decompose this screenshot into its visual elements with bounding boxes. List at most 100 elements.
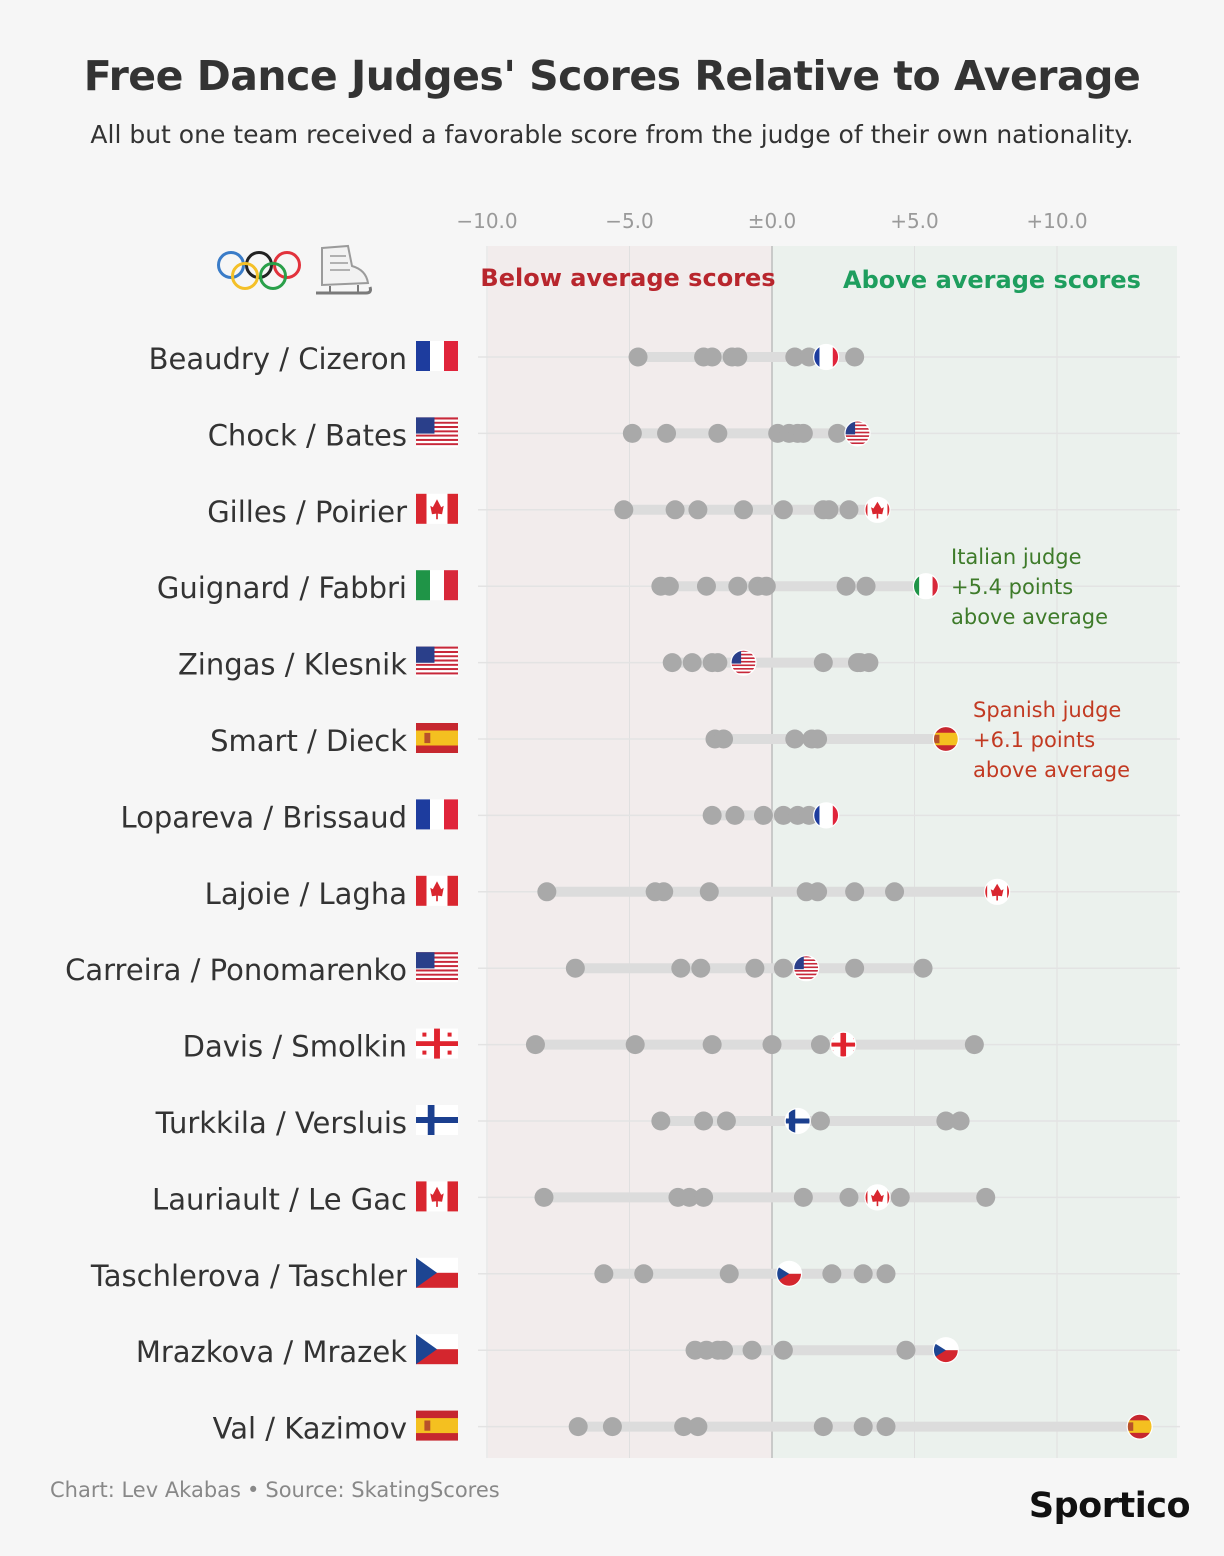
judge-score-dot xyxy=(674,1417,694,1437)
flag-part xyxy=(731,660,756,663)
flag-part xyxy=(845,444,870,446)
judge-score-dot xyxy=(728,576,748,596)
flag-part xyxy=(416,659,458,662)
above-average-region xyxy=(772,246,1177,1458)
judge-score-dot xyxy=(853,1417,873,1437)
x-tick-label: −10.0 xyxy=(456,209,517,233)
flag-part xyxy=(845,422,870,425)
flag-part xyxy=(422,1032,427,1037)
flag-part xyxy=(845,440,870,443)
flag-part xyxy=(416,952,458,955)
flag-part xyxy=(416,980,458,983)
home-flag-image xyxy=(1127,1414,1153,1440)
flag-part xyxy=(416,663,458,666)
home-marker-ring xyxy=(844,420,871,447)
home-judge-marker xyxy=(785,1108,811,1134)
judge-score-dot xyxy=(628,347,648,367)
flag-part xyxy=(845,436,870,439)
judge-score-dot xyxy=(725,805,745,825)
home-flag-image xyxy=(813,344,839,370)
flag-part xyxy=(422,1050,427,1055)
home-judge-marker xyxy=(776,1261,802,1287)
flag-part xyxy=(845,431,870,434)
flag-part xyxy=(731,673,756,676)
flag-part xyxy=(416,653,458,656)
chart-subtitle: All but one team received a favorable sc… xyxy=(90,120,1134,149)
home-judge-marker xyxy=(793,955,819,981)
judge-score-dot xyxy=(688,1417,708,1437)
flag-part xyxy=(444,341,458,371)
flag-part xyxy=(416,969,458,972)
judge-score-dot xyxy=(839,1187,859,1207)
flag-part xyxy=(444,570,458,601)
judge-score-dot xyxy=(773,500,793,520)
flag-part xyxy=(416,445,458,448)
flag-part xyxy=(416,428,458,431)
flag-part xyxy=(416,962,458,966)
home-judge-marker xyxy=(813,802,839,828)
judge-score-dot xyxy=(785,729,805,749)
flag-part xyxy=(832,344,839,370)
judge-score-dot xyxy=(773,805,793,825)
judge-score-dot xyxy=(859,653,879,673)
flag-part xyxy=(416,425,458,429)
flag-part xyxy=(731,664,756,667)
home-judge-marker xyxy=(830,1032,856,1058)
x-tick-label: −5.0 xyxy=(605,209,654,233)
flag-part xyxy=(793,957,819,960)
judge-score-dot xyxy=(822,1264,842,1284)
judge-score-dot xyxy=(885,882,905,902)
olympic-ring xyxy=(231,262,259,290)
flag-part xyxy=(447,1050,452,1055)
home-judge-marker xyxy=(813,344,839,370)
judge-score-dot xyxy=(662,653,682,673)
judge-score-dot xyxy=(688,500,708,520)
flag-part xyxy=(416,417,458,420)
home-marker-ring xyxy=(784,1107,811,1135)
flag-part xyxy=(731,657,756,660)
team-flag xyxy=(416,952,458,983)
judge-score-dot xyxy=(808,882,828,902)
team-flag xyxy=(416,570,458,601)
judge-score-dot xyxy=(762,1035,782,1055)
team-flag xyxy=(416,417,458,448)
judge-score-dot xyxy=(525,1035,545,1055)
skate-boot xyxy=(321,244,370,287)
judge-score-dot xyxy=(565,958,585,978)
flag-part xyxy=(416,670,458,673)
flag-part xyxy=(933,1337,946,1363)
judge-score-dot xyxy=(702,805,722,825)
judge-score-dot xyxy=(845,882,865,902)
team-label: Davis / Smolkin xyxy=(183,1030,407,1064)
maple-leaf xyxy=(990,883,1004,901)
flag-part xyxy=(793,968,819,970)
flag-part xyxy=(416,674,458,677)
judge-score-dot xyxy=(614,500,634,520)
flag-part xyxy=(793,955,804,970)
flag-part xyxy=(416,493,427,524)
credit-separator: • xyxy=(246,1478,260,1502)
flag-part xyxy=(785,1118,811,1124)
home-judge-marker xyxy=(731,650,756,676)
flag-part xyxy=(416,432,458,435)
judge-score-dot xyxy=(810,1111,830,1131)
chart-title: Free Dance Judges' Scores Relative to Av… xyxy=(83,52,1141,100)
flag-part xyxy=(416,1041,458,1046)
judge-score-dot xyxy=(976,1187,996,1207)
flag-part xyxy=(447,493,458,524)
maple-leaf xyxy=(430,881,444,902)
home-judge-marker xyxy=(864,1184,890,1210)
home-marker-ring xyxy=(932,725,959,753)
flag-part xyxy=(1127,1420,1153,1433)
flag-part xyxy=(416,648,458,651)
team-label: Taschlerova / Taschler xyxy=(90,1259,407,1293)
flag-part xyxy=(416,430,458,433)
annotation-line: Spanish judge xyxy=(973,698,1121,722)
judge-score-dot xyxy=(702,1035,722,1055)
flag-part xyxy=(444,799,458,830)
home-flag-image xyxy=(913,573,939,599)
home-judge-marker xyxy=(984,879,1010,905)
flag-part xyxy=(793,971,819,974)
judge-score-dot xyxy=(657,423,677,443)
judge-score-dot xyxy=(694,1187,714,1207)
